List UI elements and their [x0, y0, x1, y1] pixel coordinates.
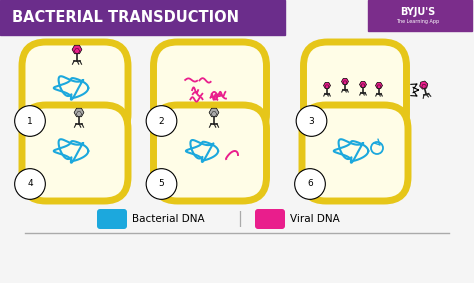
Text: 1: 1 — [27, 117, 33, 125]
Text: Bacterial DNA: Bacterial DNA — [132, 214, 205, 224]
Text: 4: 4 — [27, 179, 33, 188]
Bar — [0, 0, 285, 35]
FancyBboxPatch shape — [154, 105, 266, 201]
Polygon shape — [377, 85, 381, 88]
Polygon shape — [325, 85, 329, 88]
Text: Viral DNA: Viral DNA — [290, 214, 340, 224]
FancyBboxPatch shape — [302, 105, 408, 201]
Text: |: | — [237, 211, 243, 227]
Text: 2: 2 — [159, 117, 164, 125]
FancyBboxPatch shape — [97, 209, 127, 229]
Text: BACTERIAL TRANSDUCTION: BACTERIAL TRANSDUCTION — [12, 10, 239, 25]
Polygon shape — [359, 82, 366, 87]
Polygon shape — [72, 45, 82, 54]
Polygon shape — [74, 108, 84, 117]
Polygon shape — [375, 82, 383, 89]
Polygon shape — [209, 108, 219, 117]
Polygon shape — [361, 84, 365, 87]
Text: 6: 6 — [307, 179, 313, 188]
Polygon shape — [343, 81, 347, 84]
FancyBboxPatch shape — [255, 209, 285, 229]
Bar — [368, 0, 472, 31]
FancyBboxPatch shape — [303, 42, 407, 138]
Polygon shape — [419, 81, 428, 89]
Polygon shape — [422, 84, 426, 89]
Polygon shape — [74, 49, 80, 53]
Text: 3: 3 — [309, 117, 314, 125]
FancyBboxPatch shape — [22, 105, 128, 201]
FancyBboxPatch shape — [154, 42, 266, 138]
Polygon shape — [323, 82, 330, 89]
Text: The Learning App: The Learning App — [396, 20, 439, 25]
Text: 5: 5 — [159, 179, 164, 188]
Text: BYJU'S: BYJU'S — [401, 7, 436, 17]
Polygon shape — [76, 112, 82, 116]
Polygon shape — [341, 78, 348, 85]
Polygon shape — [211, 112, 217, 116]
FancyBboxPatch shape — [22, 42, 128, 138]
